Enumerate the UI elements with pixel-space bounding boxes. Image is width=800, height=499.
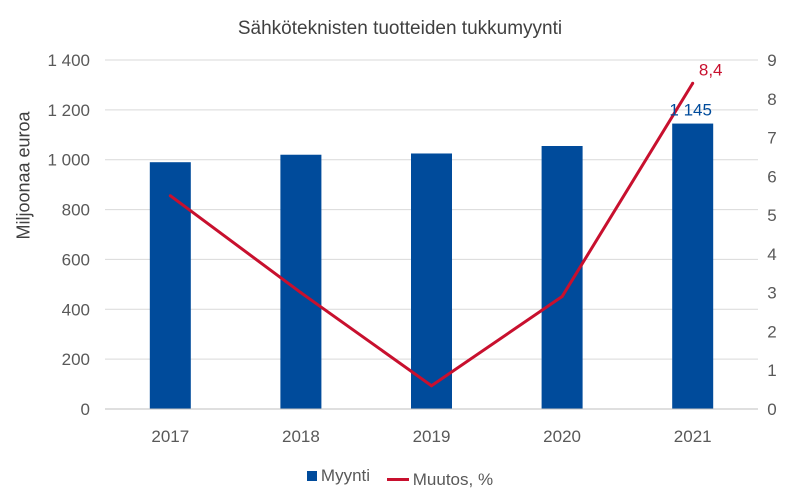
y-tick-label: 1 400 — [47, 51, 90, 70]
y2-tick-label: 9 — [767, 51, 776, 70]
legend: Myynti Muutos, % — [0, 466, 800, 490]
legend-swatch-change — [386, 478, 409, 481]
y2-tick-label: 0 — [767, 400, 776, 419]
line-point — [691, 81, 695, 85]
x-tick-label: 2018 — [282, 427, 320, 446]
legend-item-sales: Myynti — [306, 466, 371, 486]
y-tick-label: 400 — [62, 300, 90, 319]
legend-label-sales: Myynti — [320, 466, 371, 485]
line-point — [560, 295, 564, 299]
legend-swatch-sales — [306, 471, 317, 481]
y-tick-label: 200 — [62, 350, 90, 369]
y2-tick-label: 4 — [767, 245, 776, 264]
y-tick-label: 1 200 — [47, 101, 90, 120]
bar — [541, 146, 583, 409]
bar — [149, 162, 191, 409]
data-label-sales: 1 145 — [669, 101, 712, 120]
x-tick-label: 2020 — [543, 427, 581, 446]
chart-title: Sähköteknisten tuotteiden tukkumyynti — [237, 18, 563, 39]
bar — [672, 123, 714, 409]
y2-tick-label: 6 — [767, 167, 776, 186]
y-tick-label: 0 — [81, 400, 90, 419]
x-tick-label: 2019 — [413, 427, 451, 446]
x-tick-label: 2021 — [674, 427, 712, 446]
y2-tick-label: 7 — [767, 129, 776, 148]
y2-tick-label: 3 — [767, 284, 776, 303]
line-point — [430, 384, 433, 388]
legend-item-change: Muutos, % — [386, 469, 494, 490]
x-tick-label: 2017 — [151, 427, 189, 446]
y-tick-label: 600 — [62, 250, 90, 269]
legend-label-change: Muutos, % — [412, 469, 494, 489]
line-point — [168, 194, 172, 198]
y-tick-label: 800 — [62, 201, 90, 220]
y2-tick-label: 8 — [767, 90, 776, 109]
data-label-change: 8,4 — [699, 60, 723, 79]
bar — [411, 153, 452, 409]
line-point — [299, 291, 303, 295]
y2-tick-label: 1 — [767, 361, 776, 380]
y2-tick-label: 5 — [767, 206, 776, 225]
y2-tick-label: 2 — [767, 322, 776, 341]
y-tick-label: 1 000 — [47, 151, 90, 170]
